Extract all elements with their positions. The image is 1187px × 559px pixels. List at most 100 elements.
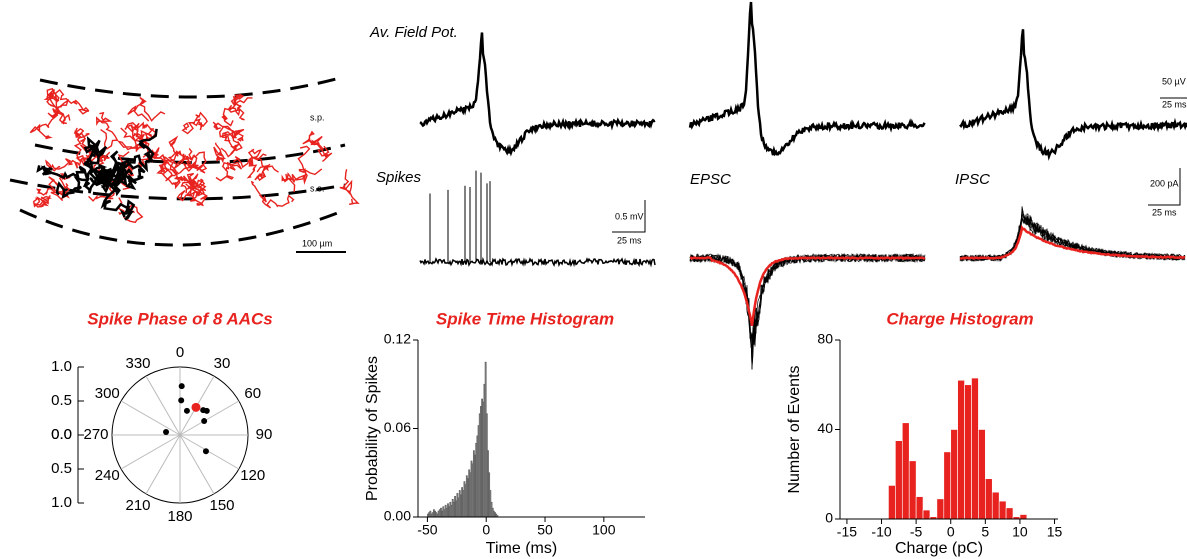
neurite bbox=[281, 172, 306, 193]
trace-label: Spikes bbox=[376, 169, 422, 186]
axes bbox=[417, 340, 645, 518]
x-tick-label: 0 bbox=[947, 524, 955, 540]
spoke bbox=[145, 375, 181, 436]
neurite bbox=[181, 111, 208, 135]
bar bbox=[888, 485, 896, 520]
neurite bbox=[230, 93, 245, 121]
x-tick-label: 15 bbox=[1047, 524, 1063, 540]
trace-label: IPSC bbox=[955, 171, 990, 188]
angle-label: 330 bbox=[125, 355, 150, 372]
trace bbox=[959, 214, 1186, 262]
neurite bbox=[182, 151, 208, 174]
spoke bbox=[179, 434, 240, 470]
trace bbox=[959, 211, 1186, 262]
neurite bbox=[83, 144, 108, 184]
neurite bbox=[29, 98, 70, 140]
spoke bbox=[120, 434, 181, 470]
scale-label: 25 ms bbox=[1162, 99, 1187, 109]
point bbox=[163, 429, 170, 436]
x-tick-label: 5 bbox=[981, 524, 989, 540]
angle-label: 30 bbox=[214, 355, 231, 372]
neurite bbox=[254, 163, 279, 182]
y-tick-label: 0.12 bbox=[384, 331, 411, 347]
bar bbox=[1005, 507, 1014, 520]
neurite bbox=[339, 169, 360, 205]
bar bbox=[950, 429, 958, 520]
layer-label: s.o. bbox=[310, 183, 325, 193]
neurite bbox=[213, 142, 227, 164]
scale-label: 0.5 mV bbox=[615, 211, 644, 221]
x-tick-label: -10 bbox=[871, 524, 891, 540]
neurite bbox=[44, 157, 85, 172]
point bbox=[178, 383, 185, 390]
angle-label: 60 bbox=[244, 385, 261, 402]
neurite bbox=[127, 96, 166, 122]
chart-title: Spike Phase of 8 AACs bbox=[87, 309, 273, 328]
y-tick-label: 0.00 bbox=[384, 508, 411, 524]
angle-label: 0 bbox=[176, 344, 184, 361]
angle-label: 120 bbox=[240, 467, 265, 484]
trace bbox=[689, 252, 926, 347]
trace bbox=[689, 252, 926, 354]
x-tick-label: 50 bbox=[537, 522, 553, 538]
chart-title: Charge Histogram bbox=[886, 309, 1033, 328]
trace bbox=[419, 32, 656, 157]
angle-label: 180 bbox=[167, 508, 192, 525]
trace bbox=[959, 210, 1186, 262]
x-tick-label: 0 bbox=[482, 522, 490, 538]
trace bbox=[959, 29, 1187, 161]
point bbox=[203, 407, 210, 414]
neurite bbox=[163, 135, 182, 178]
trace bbox=[959, 224, 1186, 260]
angle-label: 210 bbox=[125, 497, 150, 514]
y-tick-label: 80 bbox=[817, 331, 833, 347]
x-tick-label: -15 bbox=[837, 524, 857, 540]
r-tick-label: 0.5 bbox=[51, 460, 72, 477]
point bbox=[178, 397, 185, 404]
spoke bbox=[179, 434, 215, 495]
scale-label: 50 µV bbox=[1162, 76, 1186, 86]
bar bbox=[901, 422, 910, 520]
r-tick-label: 1.0 bbox=[51, 494, 72, 511]
neurite bbox=[297, 145, 323, 185]
neurite bbox=[223, 128, 245, 142]
neurite bbox=[250, 181, 295, 209]
scale-label: 200 pA bbox=[1150, 178, 1179, 188]
y-tick-label: 0 bbox=[825, 510, 833, 526]
trace bbox=[419, 256, 656, 268]
spoke bbox=[179, 400, 240, 436]
bar bbox=[922, 509, 931, 520]
scale-label: 100 µm bbox=[302, 238, 332, 248]
x-tick-label: 100 bbox=[592, 522, 616, 538]
x-tick-label: -5 bbox=[910, 524, 923, 540]
layer-label: s.p. bbox=[310, 112, 325, 122]
soma bbox=[97, 169, 113, 185]
r-tick-label: 0.0 bbox=[51, 426, 72, 443]
bar bbox=[991, 491, 1000, 520]
neurite bbox=[220, 131, 243, 158]
bar bbox=[957, 379, 965, 520]
trace bbox=[688, 1, 926, 157]
trace-label: EPSC bbox=[690, 171, 731, 188]
r-tick-label: 1.0 bbox=[51, 358, 72, 375]
trace-label: Av. Field Pot. bbox=[369, 24, 458, 41]
spoke bbox=[145, 434, 181, 495]
neurite bbox=[180, 173, 207, 194]
neurite bbox=[215, 161, 243, 182]
point bbox=[202, 448, 209, 455]
y-tick-label: 40 bbox=[817, 420, 833, 436]
neurite bbox=[116, 127, 148, 151]
trace bbox=[689, 253, 926, 349]
trace bbox=[689, 256, 926, 327]
chart-title: Spike Time Histogram bbox=[436, 309, 614, 328]
bar bbox=[908, 460, 917, 520]
point bbox=[183, 407, 190, 414]
neurite bbox=[103, 150, 129, 197]
scale-label: 25 ms bbox=[1152, 207, 1177, 217]
point bbox=[201, 418, 208, 425]
bar bbox=[943, 451, 952, 520]
neurite bbox=[156, 160, 198, 181]
neurite bbox=[46, 87, 65, 125]
bar bbox=[998, 500, 1007, 520]
neurite bbox=[167, 148, 196, 170]
